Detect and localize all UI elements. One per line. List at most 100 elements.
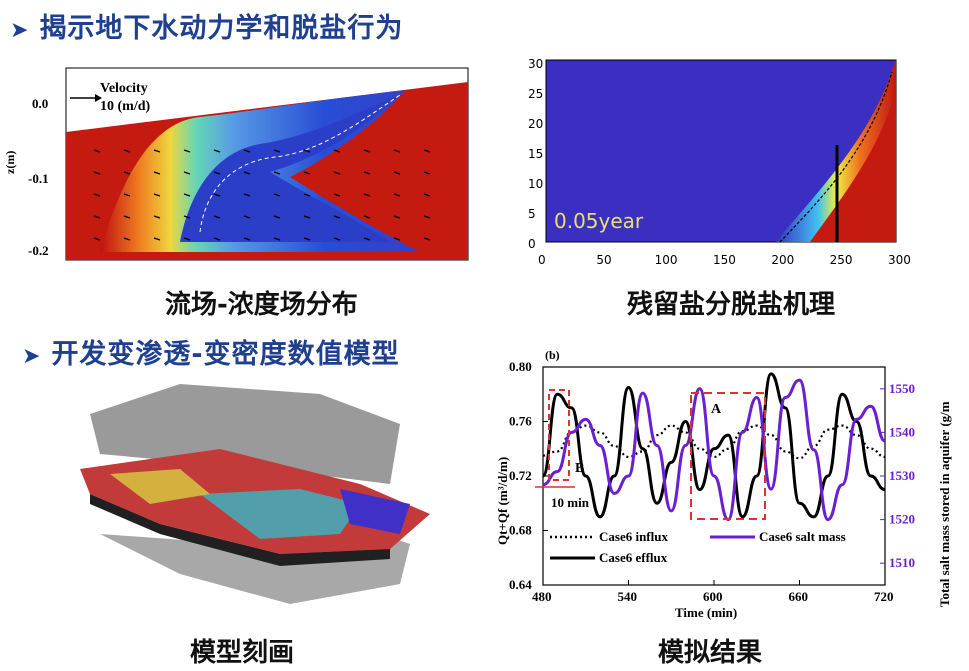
flow-vector — [303, 193, 311, 197]
y-tick-2: -0.2 — [28, 243, 49, 258]
series-line — [541, 372, 886, 519]
flow-vector — [273, 171, 281, 175]
flow-vector — [153, 215, 161, 219]
flow-vector — [153, 193, 161, 197]
flow-vector — [153, 149, 161, 153]
x-tick-label: 600 — [703, 589, 723, 604]
salt-core — [810, 90, 896, 242]
flow-vector — [243, 215, 251, 219]
flow-vector — [333, 149, 341, 153]
p2-x-tick: 0 — [538, 253, 546, 267]
caption-model: 模型刻画 — [190, 638, 295, 668]
y-axis-right-label: Total salt mass stored in aquifer (g/m — [937, 401, 952, 607]
flow-vector — [123, 193, 131, 197]
flow-vector — [393, 237, 401, 241]
caption-results: 模拟结果 — [658, 638, 763, 668]
flow-vector — [393, 215, 401, 219]
x-tick-label: 720 — [874, 589, 894, 604]
heading-1-text: 揭示地下水动力学和脱盐行为 — [39, 13, 404, 44]
caption-residual-salt: 残留盐分脱盐机理 — [627, 290, 836, 320]
velocity-arrow-head-icon — [95, 94, 102, 102]
y-tick-label: 0.80 — [509, 359, 532, 374]
model-3d-figure — [80, 384, 430, 604]
flow-vector — [423, 193, 431, 197]
flow-vector — [303, 215, 311, 219]
p2-y-tick: 30 — [528, 57, 543, 71]
flow-vector — [423, 149, 431, 153]
flow-vector — [303, 149, 311, 153]
flow-vectors — [93, 149, 431, 241]
flow-vector — [93, 215, 101, 219]
legend-influx-label: Case6 influx — [599, 529, 668, 544]
y-axis-label: z(m) — [3, 151, 17, 174]
panel-label: (b) — [545, 348, 560, 362]
flow-vector — [213, 149, 221, 153]
y-right-tick-label: 1510 — [889, 555, 915, 570]
flow-vector — [123, 171, 131, 175]
y-tick-1: -0.1 — [28, 171, 49, 186]
y-tick-label: 0.64 — [509, 577, 532, 592]
legend: Case6 influx Case6 efflux Case6 salt mas… — [550, 529, 846, 565]
flow-vector — [153, 171, 161, 175]
flow-vector — [363, 149, 371, 153]
p2-x-tick: 200 — [771, 253, 794, 267]
flow-vector — [423, 237, 431, 241]
y-tick-0: 0.0 — [32, 96, 48, 111]
velocity-value: 10 (m/d) — [100, 99, 151, 114]
flow-vector — [213, 215, 221, 219]
flow-vector — [333, 237, 341, 241]
flow-vector — [93, 237, 101, 241]
flow-vector — [333, 171, 341, 175]
flow-vector — [213, 171, 221, 175]
chart-series — [541, 372, 886, 522]
y-right-tick-label: 1520 — [889, 512, 915, 527]
chart-ticks: 480 540 600 660 720 0.64 0.68 0.72 0.76 0.80 1510 1… — [509, 359, 915, 604]
model-grid-blue — [340, 489, 410, 534]
flow-vector — [393, 193, 401, 197]
flow-vector — [333, 215, 341, 219]
legend-efflux-label: Case6 efflux — [599, 550, 668, 565]
p2-x-tick: 50 — [596, 253, 611, 267]
annotation-10min: 10 min — [551, 495, 590, 510]
flow-vector — [393, 171, 401, 175]
flow-vector — [273, 193, 281, 197]
flow-vector — [273, 215, 281, 219]
flow-vector — [93, 193, 101, 197]
heading-2-text: 开发变渗透-变密度数值模型 — [51, 339, 400, 370]
p2-x-tick: 100 — [655, 253, 678, 267]
flow-vector — [303, 171, 311, 175]
legend-salt-label: Case6 salt mass — [759, 529, 846, 544]
model-grid-yellow — [110, 469, 210, 504]
flow-vector — [363, 237, 371, 241]
velocity-label: Velocity — [100, 81, 148, 96]
flow-vector — [183, 171, 191, 175]
p2-y-tick: 10 — [528, 177, 543, 191]
flow-vector — [153, 237, 161, 241]
x-tick-label: 480 — [532, 589, 552, 604]
flow-vector — [363, 171, 371, 175]
flow-vector — [243, 237, 251, 241]
flow-vector — [123, 215, 131, 219]
flow-vector — [273, 149, 281, 153]
box-a — [690, 392, 766, 520]
flow-vector — [183, 149, 191, 153]
p2-y-tick: 20 — [528, 117, 543, 131]
flow-vector — [183, 215, 191, 219]
y-right-tick-label: 1540 — [889, 424, 915, 439]
flow-vector — [93, 149, 101, 153]
salinity-contour — [199, 94, 401, 233]
flow-vector — [213, 237, 221, 241]
p2-x-tick: 300 — [888, 253, 911, 267]
flow-vector — [423, 171, 431, 175]
model-grid-cyan — [200, 489, 360, 539]
flow-vector — [423, 215, 431, 219]
y-tick-label: 0.72 — [509, 468, 532, 483]
model-base — [90, 494, 390, 566]
series-line — [542, 378, 886, 522]
flow-vector — [93, 171, 101, 175]
x-tick-label: 540 — [618, 589, 638, 604]
p2-y-tick: 25 — [528, 87, 543, 101]
y-right-tick-label: 1550 — [889, 381, 915, 396]
flow-vector — [273, 237, 281, 241]
